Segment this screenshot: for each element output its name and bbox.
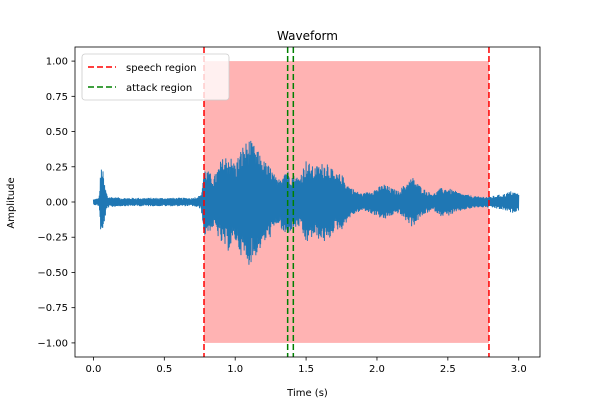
- plot-area: 0.0 0.5 1.0 1.5 2.0 2.5 3.0 1.00 0.75 0.50 0.25 0.0…: [37, 46, 541, 375]
- y-tick-label: −0.50: [37, 268, 68, 279]
- y-axis-label: Amplitude: [6, 177, 17, 228]
- x-axis-label: Time (s): [286, 388, 328, 399]
- y-tick-label: −0.75: [37, 303, 68, 314]
- legend-label: speech region: [126, 63, 197, 74]
- y-tick-label: −1.00: [37, 338, 68, 349]
- y-tick-label: 1.00: [46, 57, 68, 68]
- x-tick-label: 3.0: [511, 364, 527, 375]
- y-tick-label: 0.50: [46, 127, 68, 138]
- y-tick-label: 0.00: [46, 198, 68, 209]
- y-tick-label: 0.25: [46, 162, 68, 173]
- legend: speech region attack region: [81, 53, 230, 101]
- legend-box: [81, 53, 230, 101]
- chart-title: Waveform: [277, 29, 338, 43]
- waveform-line: [92, 140, 520, 265]
- x-tick-label: 2.0: [369, 364, 385, 375]
- y-tick-label: −0.25: [37, 233, 68, 244]
- x-tick-label: 1.0: [227, 364, 243, 375]
- y-tick-label: 0.75: [46, 92, 68, 103]
- x-tick-label: 1.5: [298, 364, 314, 375]
- x-tick-label: 2.5: [440, 364, 456, 375]
- x-tick-label: 0.0: [85, 364, 101, 375]
- x-tick-label: 0.5: [156, 364, 172, 375]
- legend-label: attack region: [126, 83, 192, 94]
